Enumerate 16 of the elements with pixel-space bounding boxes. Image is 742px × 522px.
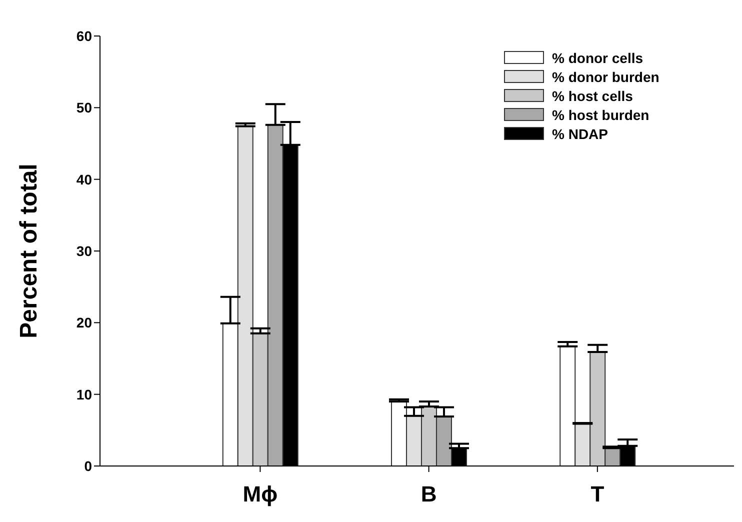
legend-label: % host cells [552, 88, 633, 104]
y-tick-label: 20 [76, 314, 92, 331]
legend-label: % donor burden [552, 68, 660, 84]
y-axis-title: Percent of total [16, 164, 43, 338]
y-tick-label: 40 [76, 171, 92, 188]
legend-label: % NDAP [552, 126, 608, 142]
legend-label: % host burden [552, 106, 650, 122]
legend-label: % donor cells [552, 50, 644, 66]
y-tick-label: 50 [76, 100, 92, 116]
x-tick-label: B [420, 482, 437, 507]
y-tick-label: 30 [76, 242, 92, 259]
y-tick-label: 0 [84, 458, 92, 474]
x-tick-label: Mϕ [242, 482, 278, 507]
y-tick-label: 60 [76, 28, 92, 44]
y-tick-label: 10 [76, 386, 92, 402]
x-tick-label: T [590, 482, 605, 507]
